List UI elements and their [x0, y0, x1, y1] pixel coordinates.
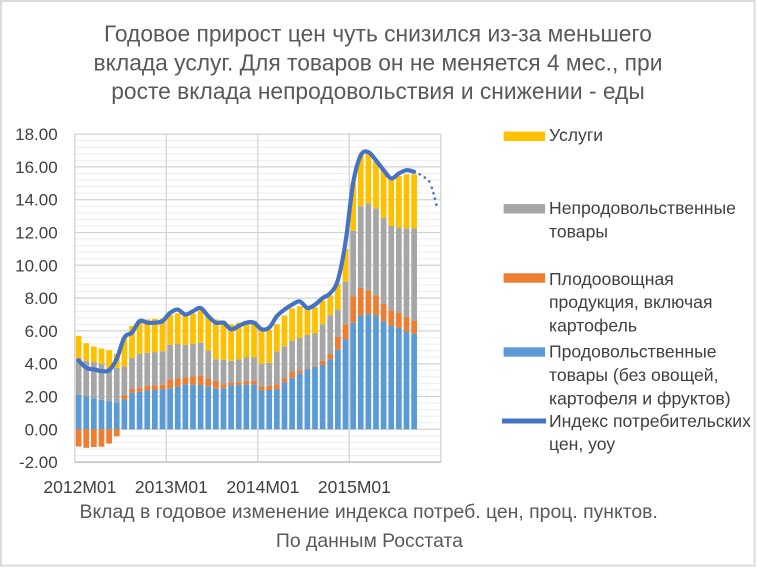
svg-text:Вклад в годовое изменение инде: Вклад в годовое изменение индекса потреб… [80, 501, 658, 523]
svg-text:8.00: 8.00 [25, 289, 58, 308]
svg-text:Непродовольственные: Непродовольственные [549, 198, 736, 218]
svg-text:цен, уоу: цен, уоу [549, 434, 615, 454]
svg-text:6.00: 6.00 [25, 322, 58, 341]
svg-text:16.00: 16.00 [15, 158, 58, 177]
svg-text:Годовое прирост цен чуть снизи: Годовое прирост цен чуть снизился из-за … [104, 20, 652, 46]
svg-text:2014M01: 2014M01 [226, 477, 299, 497]
svg-text:2012M01: 2012M01 [43, 477, 116, 497]
svg-text:14.00: 14.00 [15, 191, 58, 210]
svg-text:Плодоовощная: Плодоовощная [549, 269, 674, 289]
svg-text:12.00: 12.00 [15, 224, 58, 243]
svg-text:Индекс потребительских: Индекс потребительских [549, 411, 751, 431]
svg-text:4.00: 4.00 [25, 355, 58, 374]
svg-text:10.00: 10.00 [15, 256, 58, 275]
svg-text:-2.00: -2.00 [19, 453, 58, 472]
svg-text:картофель: картофель [549, 315, 637, 335]
svg-text:продукция, включая: продукция, включая [549, 292, 712, 312]
svg-text:росте вклада непродовольствия: росте вклада непродовольствия и снижении… [111, 78, 645, 104]
svg-text:вклада услуг. Для товаров он н: вклада услуг. Для товаров он не меняется… [94, 49, 663, 75]
svg-text:Продовольственные: Продовольственные [549, 342, 717, 362]
svg-text:2013M01: 2013M01 [135, 477, 208, 497]
svg-text:товары: товары [549, 221, 608, 241]
svg-text:картофеля и фруктов): картофеля и фруктов) [549, 388, 731, 408]
svg-text:По данным Росстата: По данным Росстата [276, 530, 463, 552]
svg-text:2015M01: 2015M01 [318, 477, 391, 497]
svg-text:2.00: 2.00 [25, 388, 58, 407]
svg-text:товары (без овощей,: товары (без овощей, [549, 365, 719, 385]
svg-text:Услуги: Услуги [549, 125, 603, 145]
svg-text:0.00: 0.00 [25, 420, 58, 439]
svg-text:18.00: 18.00 [15, 125, 58, 144]
